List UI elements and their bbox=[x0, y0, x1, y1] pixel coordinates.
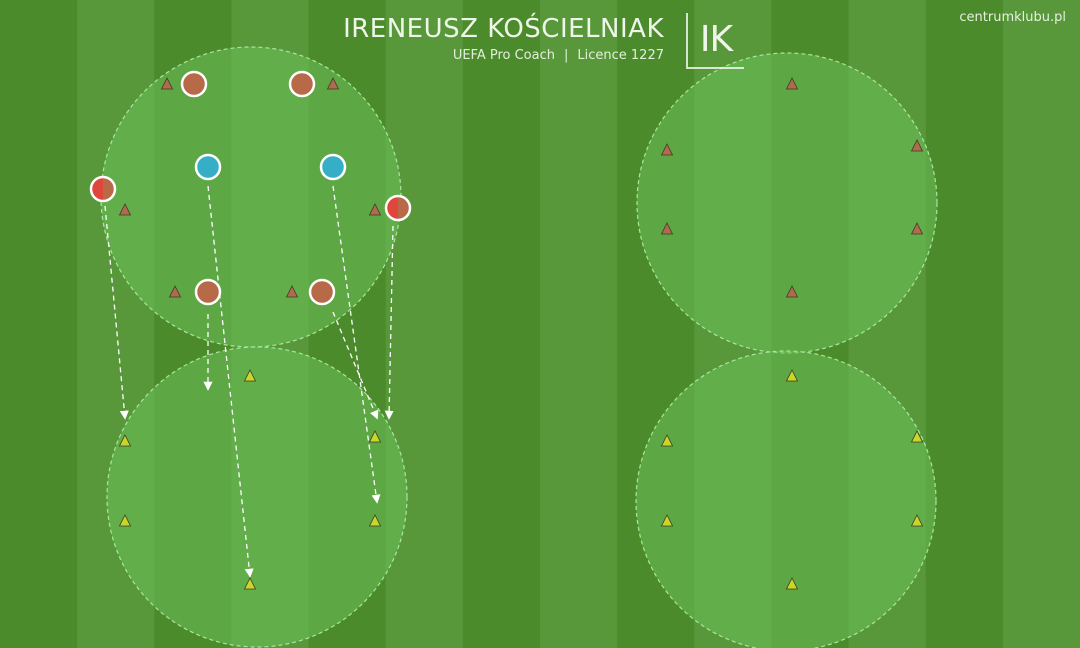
player-body bbox=[319, 153, 347, 181]
yellow-cone bbox=[243, 577, 257, 590]
grass-stripe bbox=[385, 0, 464, 648]
brown-cone bbox=[910, 139, 924, 152]
player-orange-1 bbox=[180, 70, 208, 98]
brown-cone bbox=[118, 203, 132, 216]
coach-role: UEFA Pro Coach bbox=[452, 48, 555, 63]
yellow-cone bbox=[118, 434, 132, 447]
brown-cone bbox=[910, 222, 924, 235]
player-outline bbox=[89, 175, 117, 203]
zones-layer bbox=[100, 46, 938, 648]
yellow-cone bbox=[118, 514, 132, 527]
brown-cone bbox=[660, 143, 674, 156]
movement-arrows bbox=[104, 185, 394, 578]
grass-stripe bbox=[462, 0, 541, 648]
coach-name: IRENEUSZ KOŚCIELNIAK bbox=[343, 14, 664, 44]
player-body bbox=[180, 70, 208, 98]
movement-arrow bbox=[332, 311, 379, 420]
player-body bbox=[308, 278, 336, 306]
yellow-cone bbox=[785, 369, 799, 382]
coach-licence: Licence 1227 bbox=[577, 48, 664, 63]
player-red-1 bbox=[89, 175, 117, 203]
player-blue-1 bbox=[194, 153, 222, 181]
player-body bbox=[194, 153, 222, 181]
player-blue-2 bbox=[319, 153, 347, 181]
brown-cone bbox=[368, 203, 382, 216]
player-red-2 bbox=[384, 194, 412, 222]
brown-cone bbox=[660, 222, 674, 235]
player-body bbox=[288, 70, 316, 98]
grass-stripe bbox=[540, 0, 619, 648]
movement-arrow bbox=[207, 185, 254, 578]
yellow-cone bbox=[785, 577, 799, 590]
player-orange-2 bbox=[288, 70, 316, 98]
credentials-separator: | bbox=[564, 48, 569, 63]
player-body bbox=[194, 278, 222, 306]
brown-cone bbox=[785, 285, 799, 298]
players-layer bbox=[89, 70, 412, 306]
site-link[interactable]: centrumklubu.pl bbox=[959, 10, 1066, 25]
zone-right-bottom bbox=[635, 350, 937, 648]
grass-stripe bbox=[1002, 0, 1080, 648]
yellow-cone bbox=[910, 430, 924, 443]
player-orange-3 bbox=[194, 278, 222, 306]
yellow-cone bbox=[368, 514, 382, 527]
yellow-cone bbox=[660, 434, 674, 447]
zone-left-bottom bbox=[106, 346, 408, 648]
brown-cone bbox=[285, 285, 299, 298]
brown-cone bbox=[160, 77, 174, 90]
brown-cone bbox=[785, 77, 799, 90]
brown-cone bbox=[168, 285, 182, 298]
cones-layer bbox=[118, 77, 924, 590]
brown-cone bbox=[326, 77, 340, 90]
zone-right-top bbox=[636, 52, 938, 354]
yellow-cone bbox=[368, 430, 382, 443]
player-orange-4 bbox=[308, 278, 336, 306]
yellow-cone bbox=[660, 514, 674, 527]
yellow-cone bbox=[243, 369, 257, 382]
grass-stripe bbox=[0, 0, 79, 648]
zone-left-top bbox=[100, 46, 402, 348]
movement-arrow bbox=[332, 185, 381, 504]
yellow-cone bbox=[910, 514, 924, 527]
coach-credentials: UEFA Pro Coach | Licence 1227 bbox=[334, 48, 664, 63]
player-outline bbox=[384, 194, 412, 222]
grass-stripe bbox=[925, 0, 1004, 648]
ik-logo: IK bbox=[686, 13, 744, 69]
